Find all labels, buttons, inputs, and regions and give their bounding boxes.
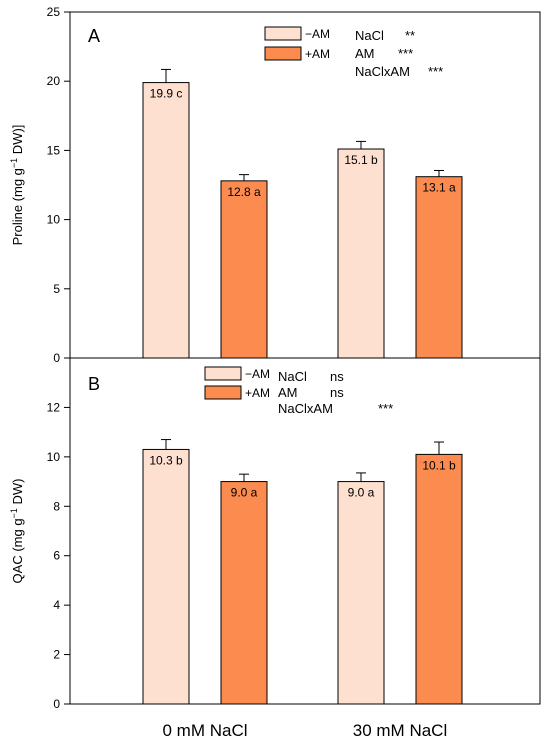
y-tick-label: 4 [53, 598, 60, 612]
bar-value-label: 12.8 a [227, 185, 261, 199]
stat-significance: ** [405, 28, 415, 43]
bar-minus-am [142, 448, 190, 705]
bar-plus-am [220, 180, 268, 359]
bar-plus-am [415, 453, 463, 705]
stat-factor: AM [278, 385, 298, 400]
y-tick-label: 12 [47, 400, 61, 414]
bar-value-label: 9.0 a [231, 486, 258, 500]
stat-factor: NaClxAM [355, 64, 410, 79]
y-axis-title: Proline (mg g−1 DW)] [9, 125, 25, 246]
y-tick-label: 10 [47, 213, 61, 227]
legend-swatch [204, 366, 242, 381]
legend-label: −AM [305, 27, 330, 41]
x-category-labels: 0 mM NaCl 30 mM NaCl [162, 721, 447, 740]
y-tick-label: 2 [53, 648, 60, 662]
bar-value-label: 19.9 c [150, 87, 183, 101]
y-tick-label: 10 [47, 450, 61, 464]
panel-letter: A [88, 26, 100, 46]
bar-value-label: 13.1 a [422, 181, 456, 195]
y-tick-label: 0 [53, 697, 60, 711]
bar-minus-am [142, 82, 190, 359]
legend-label: −AM [245, 367, 270, 381]
stat-significance: *** [428, 64, 443, 79]
plot-frame [69, 11, 541, 359]
stat-factor: NaCl [355, 28, 384, 43]
bar-minus-am [337, 148, 385, 359]
panel-letter: B [88, 374, 100, 394]
stat-significance: *** [398, 46, 413, 61]
y-tick-label: 8 [53, 499, 60, 513]
bar-value-label: 10.3 b [149, 453, 183, 467]
bar-value-label: 15.1 b [344, 153, 378, 167]
y-tick-label: 20 [47, 74, 61, 88]
stat-significance: *** [378, 401, 393, 416]
stat-factor: NaClxAM [278, 401, 333, 416]
x-category-label: 0 mM NaCl [162, 721, 247, 740]
stat-factor: NaCl [278, 369, 307, 384]
legend-label: +AM [305, 47, 330, 61]
bar-value-label: 10.1 b [422, 458, 456, 472]
y-tick-label: 6 [53, 549, 60, 563]
y-tick-label: 15 [47, 143, 61, 157]
panel-b-qac-chart: 0 2 4 6 8 10 12 QAC (mg g−1 DW) B 10.3 b 9.0 a 9.0 … [9, 357, 541, 711]
y-tick-label: 5 [53, 282, 60, 296]
y-tick-label: 25 [47, 5, 61, 19]
plot-frame [69, 357, 541, 705]
bar-value-label: 9.0 a [348, 486, 375, 500]
panel-a-proline-chart: 0 5 10 15 20 25 Proline (mg g−1 DW)] A 19.9 c 15.… [9, 5, 541, 365]
x-category-label: 30 mM NaCl [353, 721, 447, 740]
y-tick-label: 0 [53, 351, 60, 365]
legend-swatch [264, 26, 302, 41]
bar-plus-am [220, 481, 268, 705]
stat-significance: ns [330, 385, 344, 400]
y-axis-title: QAC (mg g−1 DW) [9, 479, 25, 584]
bar-minus-am [337, 481, 385, 705]
stat-significance: ns [330, 369, 344, 384]
legend-swatch [264, 46, 302, 61]
legend-label: +AM [245, 386, 270, 400]
bar-plus-am [415, 176, 463, 359]
stat-factor: AM [355, 46, 375, 61]
legend-swatch [204, 385, 242, 400]
